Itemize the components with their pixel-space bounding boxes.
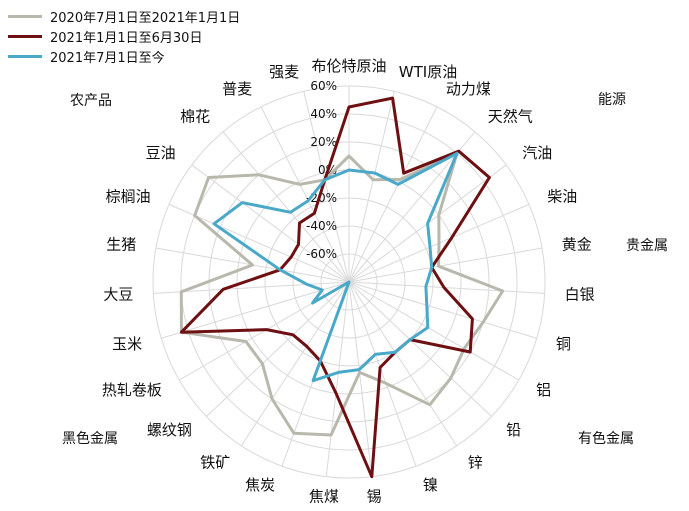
grid-spoke <box>206 281 350 417</box>
series-line-1 <box>179 151 505 437</box>
axis-label: 汽油 <box>522 144 552 162</box>
tick-label: 20% <box>310 135 337 149</box>
grid-spoke <box>325 281 350 477</box>
grid-spoke <box>348 247 543 283</box>
tick-label: 60% <box>310 79 337 93</box>
axis-label: 铅 <box>506 421 521 439</box>
grid-spoke <box>161 281 350 339</box>
axis-label: 棉花 <box>180 108 210 126</box>
legend-item: 2021年1月1日至6月30日 <box>8 26 240 46</box>
grid-spoke <box>348 281 458 447</box>
axis-label: 生猪 <box>106 236 136 254</box>
grid-spoke <box>348 91 395 283</box>
grid-spoke <box>240 281 350 447</box>
axis-label: 柴油 <box>547 187 577 205</box>
grid-spoke <box>222 131 350 283</box>
axis-label: WTI原油 <box>399 63 457 81</box>
group-label: 黑色金属 <box>62 430 118 447</box>
legend-swatch-2 <box>8 34 42 38</box>
legend-swatch-3 <box>8 54 42 58</box>
axis-label: 普麦 <box>222 80 252 98</box>
axis-label: 天然气 <box>488 108 533 126</box>
legend: 2020年7月1日至2021年1月1日 2021年1月1日至6月30日 2021… <box>8 6 240 66</box>
axis-label: 锡 <box>367 488 382 506</box>
legend-item: 2021年7月1日至今 <box>8 46 240 66</box>
tick-label: -40% <box>306 219 337 233</box>
axis-label: 铜 <box>556 335 571 353</box>
series-line-2 <box>179 96 491 479</box>
legend-label-3: 2021年7月1日至今 <box>50 50 165 66</box>
axis-label: 豆油 <box>146 144 176 162</box>
axis-label: 大豆 <box>103 286 133 304</box>
tick-label: -60% <box>306 247 337 261</box>
group-label: 有色金属 <box>578 430 634 447</box>
group-label: 贵金属 <box>626 238 668 254</box>
grid-spoke <box>348 281 373 477</box>
axis-label: 镍 <box>423 476 438 494</box>
axis-label: 白银 <box>565 286 595 304</box>
grid-spoke <box>303 91 350 283</box>
axis-label: 布伦特原油 <box>311 57 386 75</box>
group-label: 能源 <box>598 92 626 108</box>
grid-spoke <box>348 281 519 381</box>
axis-label: 焦炭 <box>245 476 275 494</box>
legend-swatch-1 <box>8 14 42 18</box>
legend-label-1: 2020年7月1日至2021年1月1日 <box>50 10 241 26</box>
group-label: 农产品 <box>70 93 112 109</box>
axis-label: 热轧卷板 <box>102 381 162 399</box>
grid-spoke <box>348 281 417 467</box>
grid-spoke <box>260 106 350 283</box>
legend-item: 2020年7月1日至2021年1月1日 <box>8 6 240 26</box>
axis-label: 螺纹钢 <box>147 421 192 439</box>
axis-label: 棕榈油 <box>106 187 151 205</box>
axis-label: 焦煤 <box>309 488 339 506</box>
tick-label: 40% <box>310 107 337 121</box>
grid-spoke <box>348 281 545 294</box>
series-line-3 <box>212 151 459 383</box>
axis-label: 玉米 <box>112 335 142 353</box>
axis-label: 铝 <box>536 381 551 399</box>
axis-label: 动力煤 <box>446 80 491 98</box>
grid-spoke <box>348 106 438 283</box>
legend-label-2: 2021年1月1日至6月30日 <box>50 30 203 46</box>
grid-spoke <box>348 281 492 417</box>
axis-label: 黄金 <box>562 236 592 254</box>
grid-spoke <box>348 281 537 339</box>
axis-label: 铁矿 <box>200 454 230 472</box>
axis-label: 强麦 <box>269 63 299 81</box>
grid-spoke <box>191 164 350 283</box>
axis-label: 锌 <box>468 454 483 472</box>
